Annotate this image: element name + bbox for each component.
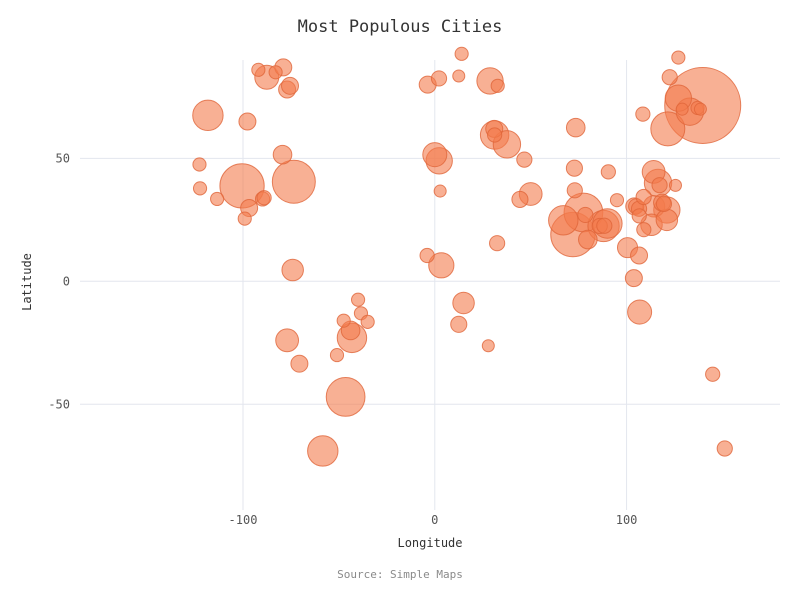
city-point[interactable] xyxy=(566,182,583,199)
city-point[interactable] xyxy=(671,50,686,65)
x-axis-title: Longitude xyxy=(397,536,462,550)
city-point[interactable] xyxy=(565,117,586,138)
city-point[interactable] xyxy=(655,208,679,232)
city-point[interactable] xyxy=(661,69,678,86)
city-point[interactable] xyxy=(636,222,652,238)
city-point[interactable] xyxy=(192,157,207,172)
city-point[interactable] xyxy=(281,258,304,282)
city-point[interactable] xyxy=(650,111,686,147)
city-point[interactable] xyxy=(548,205,579,236)
x-tick-label: 0 xyxy=(431,513,438,527)
city-point[interactable] xyxy=(307,435,339,467)
data-points xyxy=(192,46,742,467)
city-point[interactable] xyxy=(329,348,345,363)
city-point[interactable] xyxy=(511,190,529,208)
city-point[interactable] xyxy=(627,299,653,325)
city-point[interactable] xyxy=(600,164,616,180)
city-point[interactable] xyxy=(422,142,448,168)
city-point[interactable] xyxy=(490,78,505,93)
city-point[interactable] xyxy=(635,188,652,206)
y-tick-label: 0 xyxy=(63,274,70,288)
city-point[interactable] xyxy=(428,252,455,279)
city-point[interactable] xyxy=(325,377,366,417)
city-point[interactable] xyxy=(238,112,257,131)
city-point[interactable] xyxy=(251,62,266,77)
city-point[interactable] xyxy=(635,106,651,122)
city-point[interactable] xyxy=(452,291,475,315)
city-point[interactable] xyxy=(631,208,647,224)
city-point[interactable] xyxy=(360,314,375,329)
city-point[interactable] xyxy=(452,69,466,83)
x-tick-label: -100 xyxy=(229,513,258,527)
city-point[interactable] xyxy=(609,193,625,208)
city-point[interactable] xyxy=(275,328,300,353)
city-point[interactable] xyxy=(210,191,225,207)
city-point[interactable] xyxy=(192,99,224,132)
city-point[interactable] xyxy=(565,159,583,177)
y-tick-label: -50 xyxy=(48,397,70,411)
city-point[interactable] xyxy=(450,315,468,333)
city-point[interactable] xyxy=(489,235,506,252)
source-note: Source: Simple Maps xyxy=(337,568,463,581)
city-point[interactable] xyxy=(419,247,435,264)
city-point[interactable] xyxy=(675,102,689,116)
city-point[interactable] xyxy=(281,76,299,95)
city-point[interactable] xyxy=(716,440,733,457)
city-point[interactable] xyxy=(577,206,594,224)
y-tick-label: 50 xyxy=(56,151,70,165)
x-tick-label: 100 xyxy=(616,513,638,527)
axis-ticks: -100 0 100 50 0 -50 xyxy=(48,151,637,527)
city-point[interactable] xyxy=(630,246,649,265)
city-point[interactable] xyxy=(693,102,707,116)
city-point[interactable] xyxy=(192,181,208,196)
city-point[interactable] xyxy=(268,65,283,80)
city-point[interactable] xyxy=(271,159,316,204)
city-point[interactable] xyxy=(596,217,613,234)
city-point[interactable] xyxy=(454,46,469,61)
city-point[interactable] xyxy=(516,151,533,168)
city-point[interactable] xyxy=(578,229,598,250)
city-point[interactable] xyxy=(668,178,682,192)
city-point[interactable] xyxy=(237,211,252,226)
city-point[interactable] xyxy=(290,354,309,373)
city-point[interactable] xyxy=(481,339,495,353)
city-point[interactable] xyxy=(705,366,721,382)
city-point[interactable] xyxy=(624,269,643,288)
chart-title: Most Populous Cities xyxy=(298,17,503,37)
city-point[interactable] xyxy=(487,127,503,143)
city-point[interactable] xyxy=(430,70,448,87)
city-point[interactable] xyxy=(655,195,673,212)
city-point[interactable] xyxy=(651,177,668,194)
city-point[interactable] xyxy=(272,144,293,165)
y-axis-title: Latitude xyxy=(20,253,34,311)
city-point[interactable] xyxy=(351,292,366,307)
city-point[interactable] xyxy=(256,190,272,206)
city-point[interactable] xyxy=(433,184,447,198)
city-point[interactable] xyxy=(336,313,351,328)
